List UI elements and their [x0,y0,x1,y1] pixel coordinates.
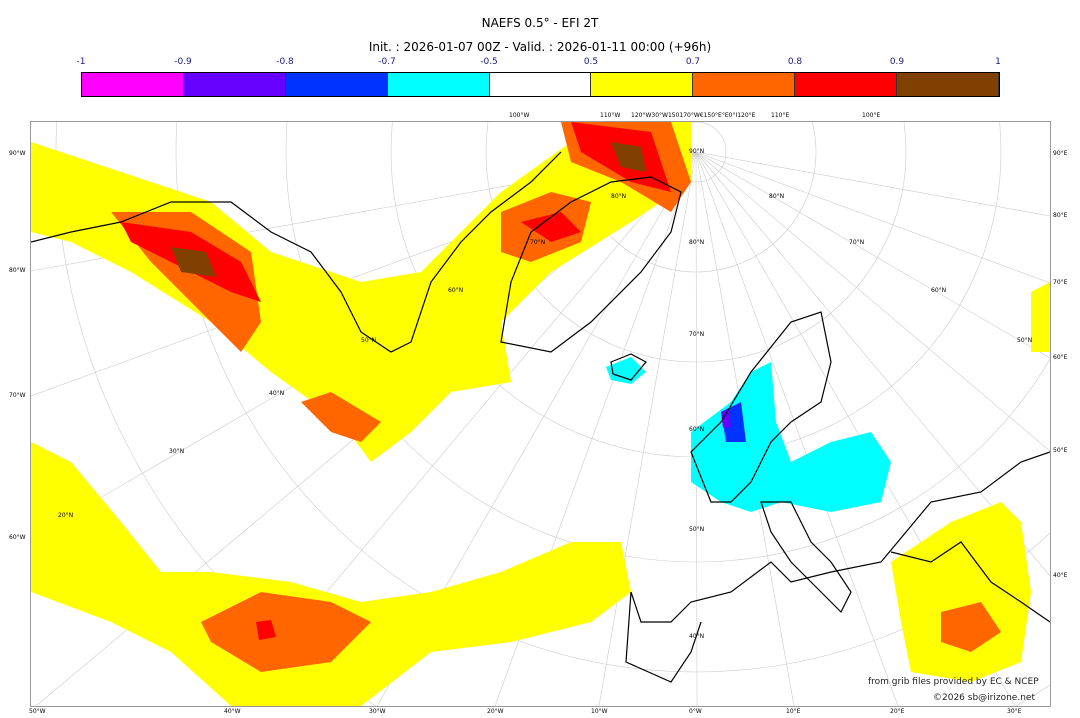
efi-region [256,620,276,640]
map-canvas [31,122,1050,706]
coordinate-label: 10°W [591,708,608,715]
coordinate-label: 10°E [786,708,801,715]
coordinate-label: 70°E [1053,279,1068,286]
coordinate-label: 30°N [169,448,185,455]
coordinate-label: 60°N [689,426,705,433]
efi-anomaly-fields [31,122,1050,706]
coordinate-label: 70°W [9,392,26,399]
efi-region [721,408,731,428]
colorbar-tick: -0.9 [174,57,192,67]
coordinate-label: 100°E [862,112,881,119]
colorbar-bin [82,73,184,96]
coordinate-label: 40°E [1053,572,1068,579]
coordinate-label: 100°W [509,112,530,119]
coordinate-label: 0°W [689,708,702,715]
colorbar-bin [897,73,1000,96]
coordinate-label: 80°W [9,267,26,274]
colorbar-bin [183,73,286,96]
copyright-credit: ©2026 sb@irizone.net [933,693,1035,703]
colorbar-tick: 0.9 [889,57,905,67]
colorbar-legend [81,72,1000,97]
coordinate-label: 90°N [689,148,705,155]
coordinate-label: 80°E [1053,212,1068,219]
map-panel: 90°N 80°N 80°N 80°N 70°N 70°N 70°N 60°N 60°N 60°N… [30,121,1051,707]
colorbar-bin [591,73,694,96]
efi-region [941,602,1001,652]
efi-region [301,392,381,442]
colorbar-tick: 0.7 [685,57,701,67]
coordinate-label: 50°N [689,526,705,533]
chart-subtitle: Init. : 2026-01-07 00Z - Valid. : 2026-0… [368,40,712,54]
coordinate-label: 80°N [611,193,627,200]
colorbar-tick: -0.7 [378,57,396,67]
coordinate-label: 40°N [269,390,285,397]
colorbar-bin [387,73,490,96]
colorbar-tick: -1 [76,57,86,67]
coordinate-label: 90°W [9,150,26,157]
coordinate-label: 50°N [361,337,377,344]
coordinate-label: 70°N [849,239,865,246]
coordinate-label: 30°W [369,708,386,715]
colorbar-tick: -0.8 [276,57,294,67]
coordinate-label: 70°N [689,331,705,338]
coordinate-label: 50°W [29,708,46,715]
coordinate-label: 60°N [931,287,947,294]
efi-region [201,592,371,672]
efi-region [691,362,891,512]
coordinate-label: 60°E [1053,354,1068,361]
coordinate-label: 50°N [1017,337,1033,344]
colorbar-tick: -0.5 [480,57,498,67]
coordinate-label: 30°E [1007,708,1022,715]
colorbar-tick: 0.8 [787,57,803,67]
coordinate-label: 40°N [689,633,705,640]
coordinate-label: 40°W [224,708,241,715]
colorbar-tick: 0.5 [583,57,599,67]
efi-region [606,357,646,384]
efi-region [521,212,581,242]
efi-region [31,442,631,706]
coordinate-label: 90°E [1053,150,1068,157]
efi-region [1031,282,1050,352]
coordinate-label: 60°N [448,287,464,294]
colorbar-bin [489,73,592,96]
coordinate-label: 50°E [1053,447,1068,454]
coordinate-label: 120°W30°W150170°W€150°E°E0°I120°E [631,112,756,119]
chart-title: NAEFS 0.5° - EFI 2T [481,16,599,30]
coordinate-label: 80°N [689,239,705,246]
coordinate-label: 20°E [890,708,905,715]
colorbar-bin [795,73,898,96]
coordinate-label: 20°N [58,512,74,519]
colorbar-bin [285,73,388,96]
efi-region [891,502,1031,682]
coastlines [31,151,1050,683]
efi-region [171,247,216,277]
colorbar-bin [693,73,796,96]
coordinate-label: 80°N [769,193,785,200]
coordinate-label: 70°N [530,239,546,246]
coordinate-label: 110°E [771,112,790,119]
colorbar-tick: 1 [995,57,1001,67]
coordinate-label: 60°W [9,534,26,541]
coordinate-label: 110°W [600,112,621,119]
efi-region [611,142,646,172]
data-source-credit: from grib files provided by EC & NCEP [868,677,1039,687]
coordinate-label: 20°W [487,708,504,715]
